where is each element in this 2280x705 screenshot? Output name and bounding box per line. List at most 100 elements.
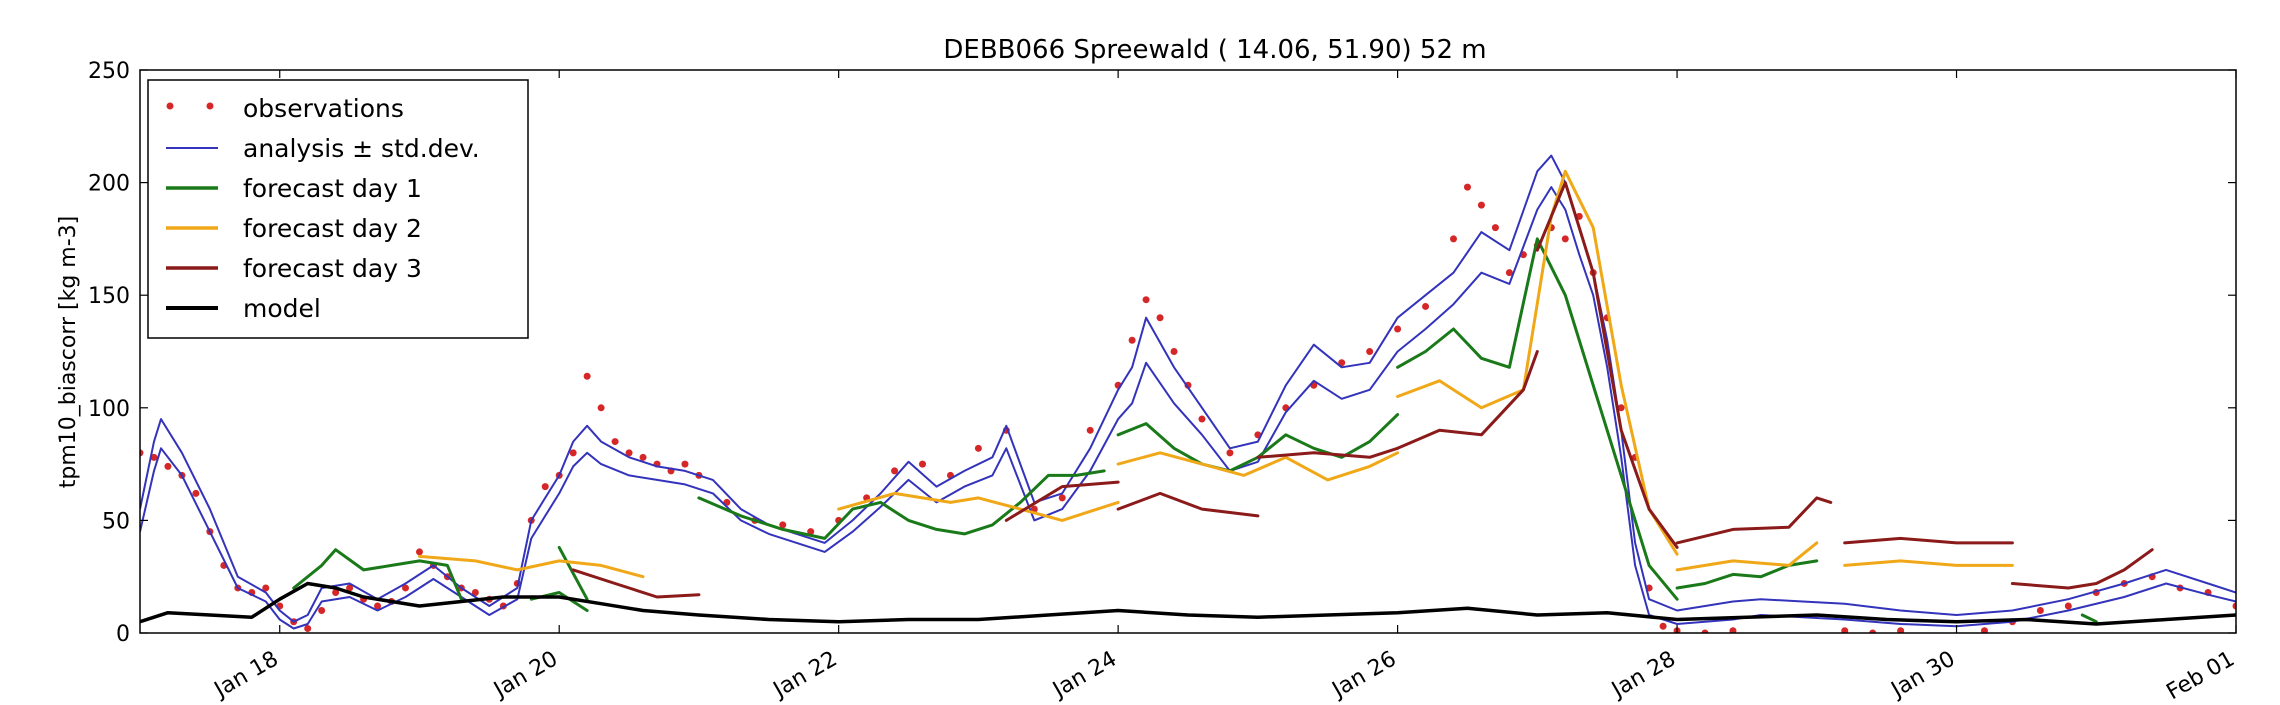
y-tick-label: 200 xyxy=(88,172,130,197)
observation-point xyxy=(2064,602,2072,610)
y-tick-label: 50 xyxy=(102,509,130,534)
observation-point xyxy=(1841,627,1849,633)
observation-point xyxy=(779,521,787,529)
x-tick-label: Jan 28 xyxy=(1606,647,1680,704)
observation-point xyxy=(1226,449,1234,457)
legend: observations analysis ± std.dev. forecast … xyxy=(147,79,529,339)
forecast-segment xyxy=(1675,496,1833,545)
observation-point xyxy=(639,453,647,461)
observation-point xyxy=(1617,404,1625,412)
observation-point xyxy=(1869,629,1877,633)
observation-point xyxy=(1729,627,1737,633)
series-layer xyxy=(140,154,2236,633)
legend-label: analysis ± std.dev. xyxy=(243,134,480,163)
x-tick-label: Jan 22 xyxy=(768,647,842,704)
observation-point xyxy=(164,462,172,470)
observation-point xyxy=(401,584,409,592)
observation-point xyxy=(192,489,200,497)
forecast-segment xyxy=(2010,548,2154,590)
series-line xyxy=(140,154,2236,623)
series-4 xyxy=(571,181,2154,599)
observation-point xyxy=(415,548,423,556)
observation-point xyxy=(807,528,815,536)
observation-point xyxy=(1156,314,1164,322)
observation-point xyxy=(332,588,340,596)
observation-point xyxy=(974,444,982,452)
forecast-segment xyxy=(557,545,589,601)
observation-point xyxy=(2232,602,2236,610)
x-tick-label: Jan 24 xyxy=(1047,647,1121,704)
forecast-segment xyxy=(697,469,1106,540)
forecast-segment xyxy=(1535,181,1679,549)
forecast-segment xyxy=(1004,480,1120,522)
observation-point xyxy=(471,588,479,596)
observation-point xyxy=(150,453,158,461)
y-tick-label: 0 xyxy=(116,622,130,647)
legend-label: forecast day 3 xyxy=(243,254,422,283)
x-tick-label: Feb 01 xyxy=(2162,647,2239,705)
observation-point xyxy=(1980,627,1988,633)
observation-point xyxy=(1058,494,1066,502)
legend-label: forecast day 2 xyxy=(243,214,422,243)
observation-point xyxy=(1128,336,1136,344)
forecast-segment xyxy=(2080,613,2098,624)
observation-point xyxy=(1491,224,1499,232)
observation-point xyxy=(1897,627,1905,633)
observation-point xyxy=(1449,235,1457,243)
observation-point xyxy=(541,483,549,491)
series-band-line xyxy=(140,186,2236,630)
observation-point xyxy=(304,624,312,632)
forecast-segment xyxy=(1116,451,1400,482)
forecast-segment xyxy=(1396,169,1679,556)
x-tick-label: Jan 30 xyxy=(1886,647,1960,704)
forecast-segment xyxy=(1396,237,1679,601)
forecast-segment xyxy=(1675,559,1819,590)
observation-point xyxy=(1142,296,1150,304)
observation-point xyxy=(583,372,591,380)
x-tick-label: Jan 26 xyxy=(1327,647,1401,704)
observation-point xyxy=(374,602,382,610)
series-2 xyxy=(292,237,2098,624)
observation-point xyxy=(1477,201,1485,209)
plot-frame xyxy=(139,69,2237,634)
y-tick-label: 100 xyxy=(88,397,130,422)
observation-point xyxy=(597,404,605,412)
observation-point xyxy=(1170,348,1178,355)
legend-label: model xyxy=(243,294,321,323)
observation-point xyxy=(262,584,270,592)
observation-point xyxy=(1366,348,1374,355)
observation-point xyxy=(611,438,619,446)
observation-point xyxy=(681,460,689,468)
legend-label: forecast day 1 xyxy=(243,174,422,203)
observation-point xyxy=(318,606,326,614)
forecast-segment xyxy=(837,491,1120,522)
y-axis-label: tpm10_biascorr [kg m-3] xyxy=(56,216,81,489)
y-tick-label: 250 xyxy=(88,59,130,84)
legend-marker xyxy=(206,102,214,110)
observation-point xyxy=(1198,415,1206,423)
legend-marker xyxy=(166,102,174,110)
series-1 xyxy=(140,154,2236,630)
observation-point xyxy=(1422,302,1430,310)
observation-point xyxy=(625,449,633,457)
observation-point xyxy=(140,449,144,457)
series-line xyxy=(140,581,2236,626)
forecast-segment xyxy=(1843,559,2014,567)
forecast-segment xyxy=(1256,446,1400,459)
observation-point xyxy=(1086,426,1094,434)
observation-point xyxy=(2036,606,2044,614)
observation-point xyxy=(1701,629,1709,633)
observation-point xyxy=(1463,183,1471,191)
series-3 xyxy=(418,169,2014,579)
observation-point xyxy=(891,467,899,475)
observation-point xyxy=(1505,269,1513,277)
forecast-segment xyxy=(1843,536,2014,545)
observation-point xyxy=(1338,359,1346,367)
observation-point xyxy=(919,460,927,468)
forecast-segment xyxy=(1116,491,1260,518)
legend-label: observations xyxy=(243,94,404,123)
forecast-segment xyxy=(1675,541,1819,572)
chart-title: DEBB066 Spreewald ( 14.06, 51.90) 52 m xyxy=(943,35,1486,65)
observation-point xyxy=(569,449,577,457)
forecast-segment xyxy=(1396,350,1539,450)
